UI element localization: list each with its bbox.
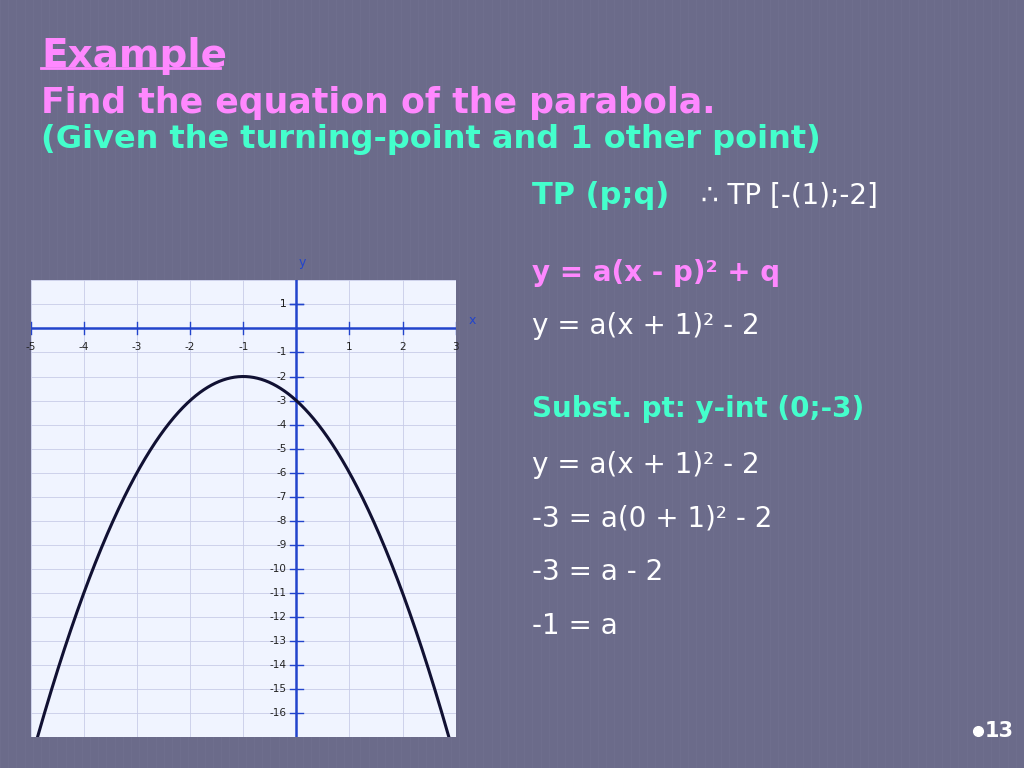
Text: -14: -14 [269, 660, 287, 670]
Text: Find the equation of the parabola.: Find the equation of the parabola. [41, 86, 716, 120]
Text: -2: -2 [276, 372, 287, 382]
Text: y = a(x + 1)² - 2: y = a(x + 1)² - 2 [532, 451, 760, 478]
Text: -2: -2 [185, 342, 196, 352]
Text: 1: 1 [281, 300, 287, 310]
Text: -13: -13 [269, 636, 287, 646]
Text: -3: -3 [276, 396, 287, 406]
Text: -1: -1 [238, 342, 249, 352]
Text: 2: 2 [399, 342, 406, 352]
Text: 1: 1 [281, 300, 287, 310]
Text: TP (p;q): TP (p;q) [532, 181, 670, 210]
Text: 13: 13 [985, 721, 1014, 741]
Text: Subst. pt: y-int (0;-3): Subst. pt: y-int (0;-3) [532, 395, 864, 422]
Text: -4: -4 [276, 419, 287, 429]
Text: -6: -6 [276, 468, 287, 478]
Text: -5: -5 [276, 444, 287, 454]
Text: -3: -3 [132, 342, 142, 352]
Text: -8: -8 [276, 516, 287, 526]
Text: -1: -1 [276, 347, 287, 357]
Text: y: y [299, 257, 306, 270]
Text: -5: -5 [26, 342, 36, 352]
Text: -16: -16 [269, 708, 287, 718]
Text: -3 = a(0 + 1)² - 2: -3 = a(0 + 1)² - 2 [532, 505, 773, 532]
Text: ∴ TP [-(1);-2]: ∴ TP [-(1);-2] [701, 182, 879, 210]
Text: (Given the turning-point and 1 other point): (Given the turning-point and 1 other poi… [41, 124, 820, 155]
Text: y = a(x + 1)² - 2: y = a(x + 1)² - 2 [532, 313, 760, 340]
Text: x: x [469, 313, 476, 326]
Text: -11: -11 [269, 588, 287, 598]
Text: 3: 3 [453, 342, 459, 352]
Text: Example: Example [41, 37, 227, 74]
Text: -10: -10 [270, 564, 287, 574]
Text: -15: -15 [269, 684, 287, 694]
Text: -9: -9 [276, 540, 287, 550]
Text: -1 = a: -1 = a [532, 612, 618, 640]
Text: y = a(x - p)² + q: y = a(x - p)² + q [532, 259, 780, 286]
Text: -4: -4 [79, 342, 89, 352]
Text: -3 = a - 2: -3 = a - 2 [532, 558, 664, 586]
Text: 1: 1 [346, 342, 352, 352]
Text: -7: -7 [276, 492, 287, 502]
Text: -12: -12 [269, 612, 287, 622]
